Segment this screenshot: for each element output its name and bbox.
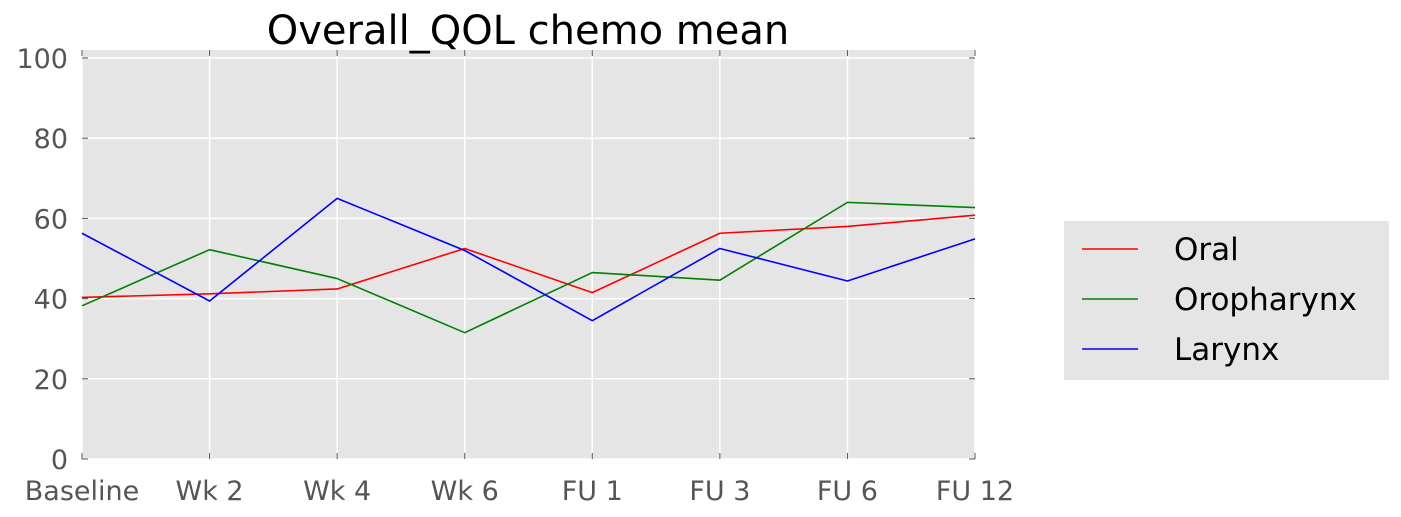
y-tick-labels: 0 20 40 60 80 100 [16,44,68,476]
x-tick-labels: Baseline Wk 2 Wk 4 Wk 6 FU 1 FU 3 FU 6 FU 12 [25,476,1014,507]
x-tick-label: FU 12 [936,476,1014,507]
series-line-oral [81,214,976,299]
tick-marks [81,50,976,460]
x-tick-label: FU 1 [562,476,623,507]
y-tick-label: 20 [34,365,68,396]
x-tick-label: FU 3 [689,476,750,507]
chart-title: Overall_QOL chemo mean [267,8,789,54]
legend-label: Oropharynx [1174,282,1357,318]
legend-box [1064,221,1389,380]
legend: Oral Oropharynx Larynx [1064,221,1389,380]
x-tick-label: Wk 2 [176,476,244,507]
grid [81,50,976,460]
legend-label: Larynx [1174,332,1279,368]
series-line-larynx [81,197,976,322]
x-tick-label: Baseline [25,476,139,507]
y-tick-label: 80 [34,124,68,155]
x-tick-label: Wk 4 [303,476,371,507]
plot-area [82,50,975,459]
legend-label: Oral [1174,232,1239,268]
y-tick-label: 40 [34,285,68,316]
x-tick-label: FU 6 [817,476,878,507]
series-lines [81,197,976,334]
x-tick-label: Wk 6 [431,476,499,507]
y-tick-label: 60 [34,204,68,235]
y-tick-label: 100 [16,44,68,75]
y-tick-label: 0 [51,445,68,476]
series-line-oropharynx [81,201,976,334]
